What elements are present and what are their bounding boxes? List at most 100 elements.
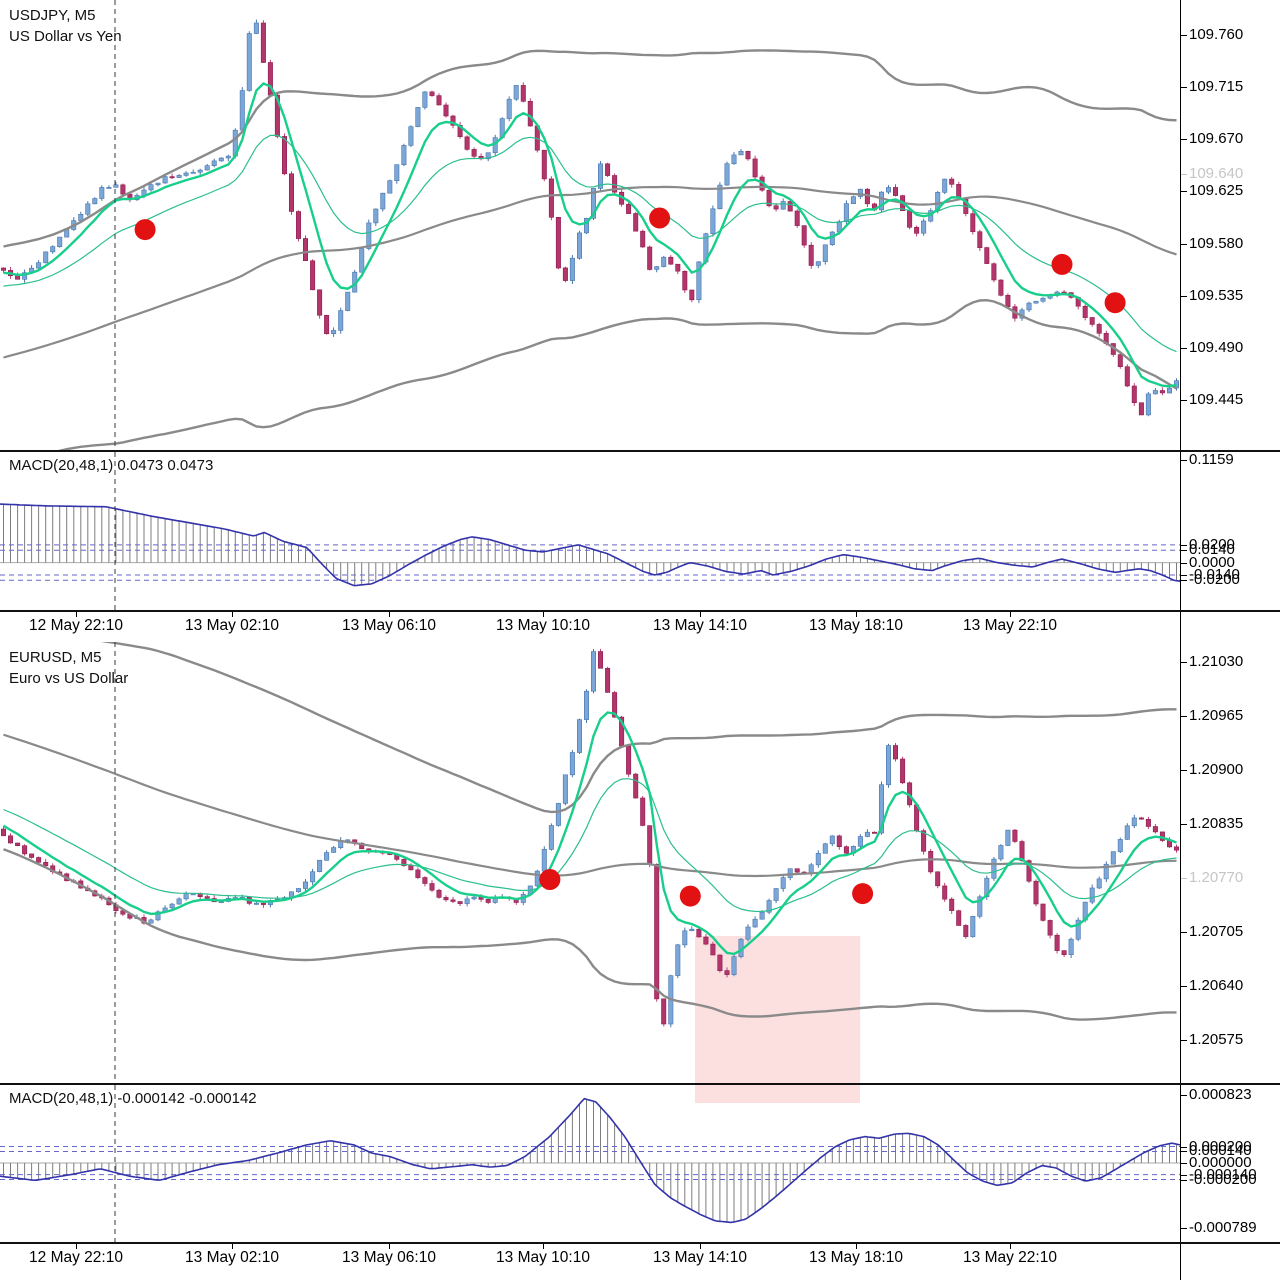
- time-axis-tick: [700, 612, 701, 617]
- axis-tick: [1181, 348, 1187, 349]
- price-tick-label: 1.20965: [1189, 707, 1244, 724]
- time-tick-label: 13 May 02:10: [185, 1249, 279, 1266]
- time-axis-tick: [543, 1244, 544, 1249]
- price-tick-label: -0.000140: [1189, 1166, 1257, 1183]
- axis-tick: [1181, 878, 1187, 879]
- price-tick-label: 109.760: [1189, 26, 1244, 43]
- trade-marker[interactable]: [649, 207, 671, 229]
- axis-tick: [1181, 1228, 1187, 1229]
- axis-tick: [1181, 460, 1187, 461]
- axis-tick: [1181, 545, 1187, 546]
- macd-signal-line: [0, 1097, 1180, 1224]
- time-axis[interactable]: 12 May 22:10 13 May 02:10 13 May 06:10 13 M…: [0, 1244, 1180, 1280]
- time-axis-tick: [76, 612, 77, 617]
- price-tick-label: -0.0200: [1189, 571, 1240, 588]
- eurusd-macd-pane[interactable]: [0, 1085, 1180, 1242]
- time-tick-label: 13 May 18:10: [809, 617, 903, 634]
- bollinger-middle: [3, 185, 1177, 359]
- usdjpy-macd-pane[interactable]: [0, 452, 1180, 610]
- axis-tick: [1181, 1175, 1187, 1176]
- price-tick-label: 109.445: [1189, 391, 1244, 408]
- chart-title-block: EURUSD, M5 Euro vs US Dollar: [9, 647, 128, 689]
- axis-tick: [1181, 575, 1187, 576]
- price-tick-label: -0.000200: [1189, 1171, 1257, 1188]
- bollinger-upper: [100, 642, 1177, 814]
- axis-tick: [1181, 1147, 1187, 1148]
- axis-tick: [1181, 986, 1187, 987]
- axis-tick: [1181, 580, 1187, 581]
- eurusd-price-chart[interactable]: [0, 642, 1180, 1083]
- ema-fast-line: [3, 82, 1177, 388]
- price-tick-label: 1.20575: [1189, 1031, 1244, 1048]
- pane-separator[interactable]: [0, 1242, 1280, 1244]
- time-axis-tick: [76, 1244, 77, 1249]
- price-tick-label: 109.535: [1189, 287, 1244, 304]
- symbol-title: USDJPY, M5: [9, 7, 96, 24]
- ema-slow-line: [3, 778, 1177, 913]
- time-axis-tick: [700, 1244, 701, 1249]
- ema-slow-line: [3, 134, 1177, 353]
- trade-marker[interactable]: [679, 885, 701, 907]
- bollinger-lower: [57, 298, 1178, 450]
- time-axis-tick: [1010, 612, 1011, 617]
- axis-tick: [1181, 1180, 1187, 1181]
- bollinger-bands: [3, 642, 1177, 1021]
- axis-tick: [1181, 87, 1187, 88]
- axis-tick: [1181, 296, 1187, 297]
- macd-indicator-label: MACD(20,48,1) 0.0473 0.0473: [9, 457, 214, 474]
- trade-marker[interactable]: [852, 883, 874, 905]
- price-tick-label: 0.0000: [1189, 554, 1235, 571]
- price-scale-column[interactable]: 109.760 109.715 109.670 109.625 109.580 109.5…: [1180, 0, 1280, 1280]
- price-tick-label: 1.20900: [1189, 761, 1244, 778]
- price-tick-label: 109.580: [1189, 235, 1244, 252]
- price-tick-label: 0.000200: [1189, 1138, 1252, 1155]
- pane-separator[interactable]: [0, 610, 1280, 612]
- time-tick-label: 13 May 06:10: [342, 1249, 436, 1266]
- axis-tick: [1181, 139, 1187, 140]
- pane-separator[interactable]: [0, 450, 1280, 452]
- axis-tick: [1181, 1151, 1187, 1152]
- time-axis-tick: [1010, 1244, 1011, 1249]
- price-tick-label: 109.640: [1189, 165, 1244, 182]
- bollinger-upper: [3, 49, 1177, 248]
- axis-tick: [1181, 824, 1187, 825]
- chart-title-block: USDJPY, M5 US Dollar vs Yen: [9, 5, 122, 47]
- time-axis-tick: [389, 612, 390, 617]
- price-tick-label: 1.20835: [1189, 815, 1244, 832]
- pane-separator[interactable]: [0, 1083, 1280, 1085]
- axis-tick: [1181, 550, 1187, 551]
- ema-fast-line: [2, 711, 1177, 956]
- trade-marker[interactable]: [1104, 292, 1126, 314]
- axis-tick: [1181, 563, 1187, 564]
- symbol-description: Euro vs US Dollar: [9, 670, 129, 687]
- highlight-region-spill: [695, 1083, 861, 1103]
- time-tick-label: 13 May 02:10: [185, 617, 279, 634]
- axis-tick: [1181, 244, 1187, 245]
- time-axis-tick: [856, 612, 857, 617]
- axis-tick: [1181, 1095, 1187, 1096]
- price-tick-label: -0.0140: [1189, 566, 1240, 583]
- macd-indicator-label: MACD(20,48,1) -0.000142 -0.000142: [9, 1090, 257, 1107]
- time-tick-label: 13 May 22:10: [963, 1249, 1057, 1266]
- time-tick-label: 13 May 10:10: [496, 617, 590, 634]
- trade-marker[interactable]: [539, 869, 561, 890]
- time-tick-label: 13 May 18:10: [809, 1249, 903, 1266]
- symbol-description: US Dollar vs Yen: [9, 28, 122, 45]
- axis-tick: [1181, 1040, 1187, 1041]
- trade-marker[interactable]: [134, 219, 156, 241]
- axis-tick: [1181, 932, 1187, 933]
- axis-tick: [1181, 770, 1187, 771]
- time-axis[interactable]: 12 May 22:10 13 May 02:10 13 May 06:10 13 M…: [0, 612, 1180, 642]
- price-tick-label: 1.20770: [1189, 869, 1244, 886]
- usdjpy-price-chart[interactable]: [0, 0, 1180, 450]
- price-tick-label: 0.0200: [1189, 536, 1235, 553]
- time-axis-tick: [389, 1244, 390, 1249]
- axis-tick: [1181, 716, 1187, 717]
- time-tick-label: 13 May 22:10: [963, 617, 1057, 634]
- time-tick-label: 13 May 10:10: [496, 1249, 590, 1266]
- macd-signal-line: [0, 503, 1180, 587]
- price-tick-label: 0.1159: [1189, 451, 1234, 468]
- time-axis-tick: [856, 1244, 857, 1249]
- trade-marker[interactable]: [1051, 253, 1073, 275]
